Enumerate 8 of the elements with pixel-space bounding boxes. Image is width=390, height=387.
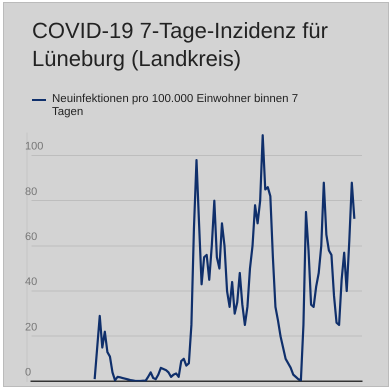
y-tick-label: 80: [25, 186, 38, 198]
y-tick-label: 0: [25, 366, 32, 378]
y-tick-label: 100: [25, 140, 44, 153]
y-tick-label: 40: [25, 276, 38, 288]
legend-label: Neuinfektionen pro 100.000 Einwohner binnen 7 Tagen: [52, 93, 300, 119]
y-tick-label: 20: [25, 321, 38, 334]
y-tick-label: 60: [25, 230, 38, 243]
chart-title: COVID-19 7-Tage-Inzidenz für Lüneburg (Landkreis): [32, 17, 329, 73]
